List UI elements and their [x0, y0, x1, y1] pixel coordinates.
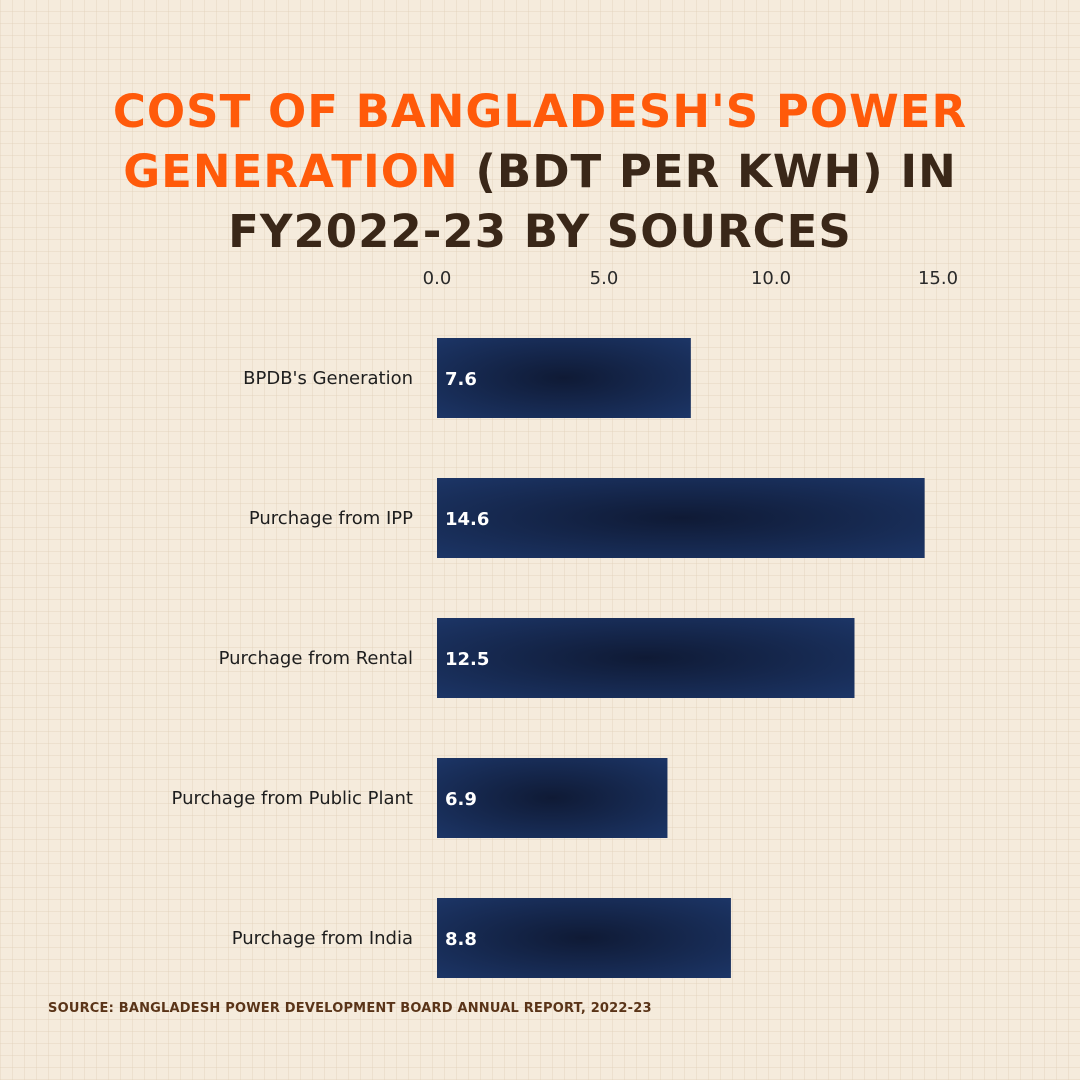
x-tick-label: 10.0: [751, 268, 791, 289]
title-highlight: COST OF BANGLADESH'S POWER GENERATION: [112, 85, 968, 198]
bars-group: BPDB's Generation 7.6 Purchage from IPP 14.…: [172, 338, 925, 978]
bar: [437, 898, 731, 978]
bar: [437, 618, 855, 698]
value-label: 6.9: [445, 789, 477, 810]
category-label: BPDB's Generation: [243, 368, 413, 389]
bar: [437, 478, 925, 558]
category-label: Purchage from Public Plant: [172, 788, 413, 809]
x-tick-label: 15.0: [918, 268, 958, 289]
value-label: 12.5: [445, 649, 489, 670]
value-label: 7.6: [445, 369, 477, 390]
source-note: SOURCE: BANGLADESH POWER DEVELOPMENT BOA…: [48, 1001, 652, 1016]
category-label: Purchage from IPP: [249, 508, 413, 529]
chart-title: COST OF BANGLADESH'S POWER GENERATION (B…: [40, 82, 1040, 262]
x-tick-label: 5.0: [590, 268, 619, 289]
category-label: Purchage from India: [232, 928, 413, 949]
x-tick-label: 0.0: [423, 268, 452, 289]
x-axis-ticks: 0.0 5.0 10.0 15.0: [423, 268, 958, 289]
bar: [437, 758, 668, 838]
value-label: 8.8: [445, 929, 477, 950]
category-label: Purchage from Rental: [219, 648, 413, 669]
value-label: 14.6: [445, 509, 489, 530]
bar: [437, 338, 691, 418]
title-rest: (BDT PER KWH) IN FY2022-23 BY SOURCES: [228, 145, 957, 258]
